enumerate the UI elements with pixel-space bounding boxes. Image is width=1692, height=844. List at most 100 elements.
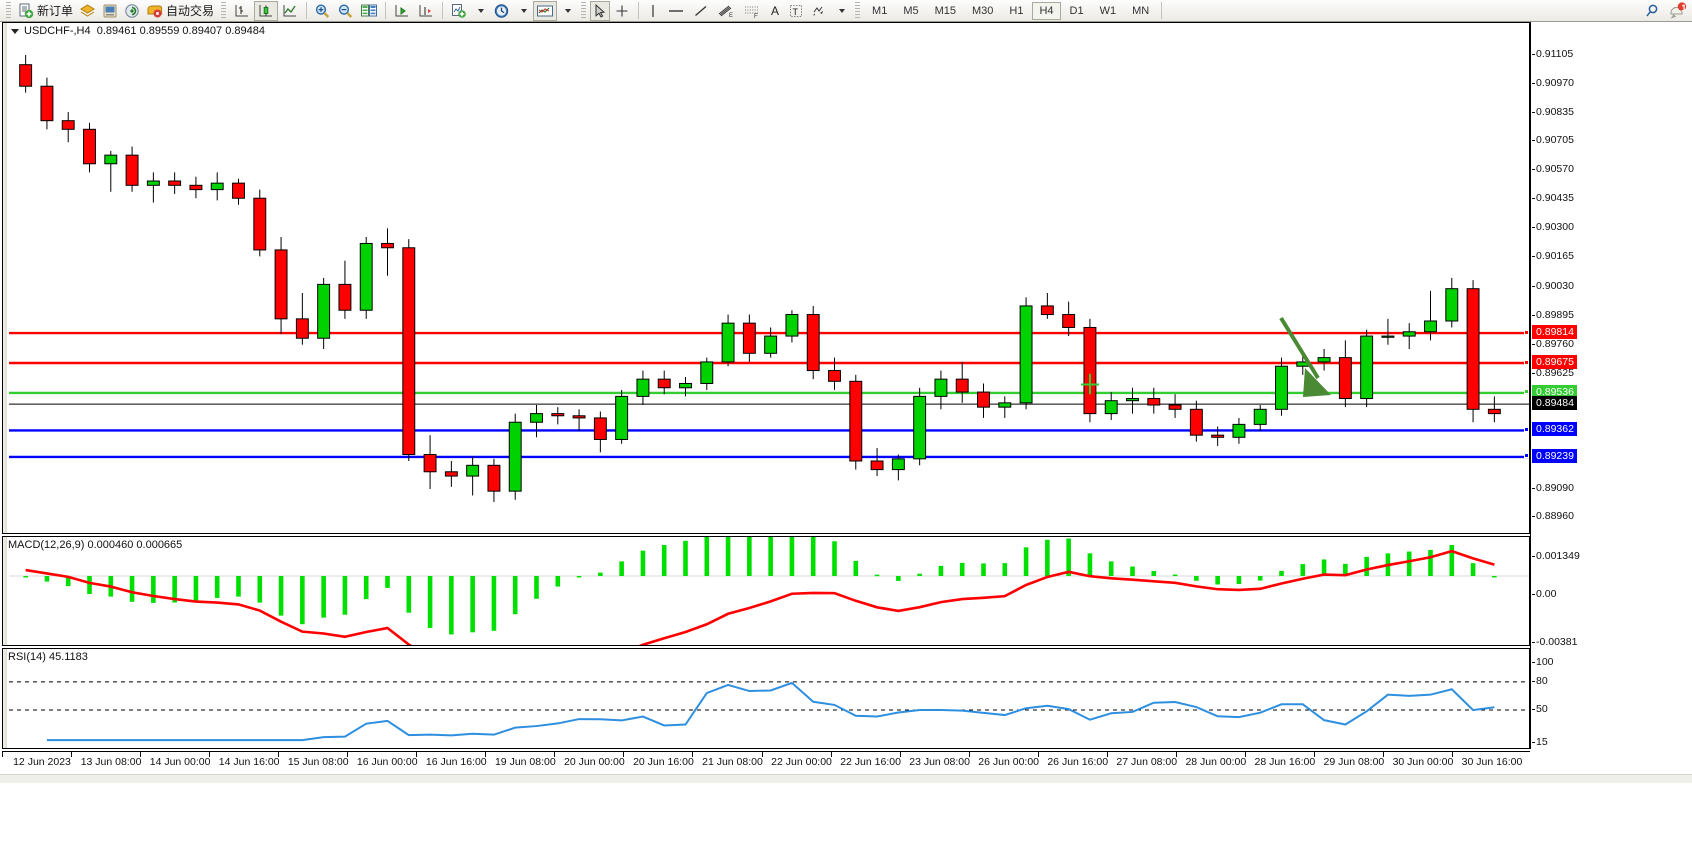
period-dropdown[interactable] <box>513 1 533 21</box>
time-tick-label: 12 Jun 2023 <box>13 756 71 768</box>
chart-menu-caret-icon[interactable] <box>11 28 19 34</box>
macd-panel[interactable]: MACD(12,26,9) 0.000460 0.000665 <box>2 536 1530 646</box>
time-tick-label: 27 Jun 08:00 <box>1116 756 1178 768</box>
price-chart-panel[interactable]: USDCHF-,H4 0.89461 0.89559 0.89407 0.894… <box>2 22 1530 534</box>
cursor-icon <box>595 3 606 18</box>
horizontal-line-tool-button[interactable] <box>663 1 689 21</box>
new-order-button[interactable]: 新订单 <box>15 1 76 21</box>
cursor-tool-button[interactable] <box>590 0 611 21</box>
rsi-panel[interactable]: RSI(14) 45.1183 <box>2 648 1530 749</box>
text-tool-label: A <box>771 3 780 18</box>
text-label-tool-button[interactable]: T <box>785 1 807 21</box>
timeframe-d1[interactable]: D1 <box>1069 4 1084 17</box>
scale-divider <box>1530 22 1531 749</box>
toolbar-grip-2[interactable] <box>221 2 227 19</box>
time-tick-mark <box>1037 752 1039 757</box>
timeframe-mn[interactable]: MN <box>1132 4 1150 17</box>
time-axis[interactable]: 12 Jun 2023 13 Jun 08:00 14 Jun 00:00 14 Ju… <box>2 751 1530 773</box>
candlestick-chart-button[interactable] <box>254 0 279 21</box>
toolbar-grip-4[interactable] <box>855 2 861 19</box>
time-tick-label: 15 Jun 08:00 <box>287 756 349 768</box>
templates-button[interactable] <box>533 0 558 21</box>
shapes-tool-button[interactable] <box>807 1 831 21</box>
notifications-button[interactable]: 1 <box>1664 1 1690 21</box>
time-tick-label: 22 Jun 00:00 <box>771 756 832 768</box>
level-handle-resistance-2[interactable] <box>1524 359 1529 365</box>
level-tag-support-blue-1[interactable]: 0.89362 <box>1532 422 1577 437</box>
time-tick-mark <box>899 752 901 757</box>
price-left-rail <box>3 23 7 533</box>
chart-shift-button[interactable] <box>390 1 414 21</box>
macd-scale[interactable]: 0.001349 0.00 -0.00381 <box>1531 536 1690 648</box>
time-tick-label: 19 Jun 08:00 <box>494 756 556 768</box>
toolbar-grip[interactable] <box>6 2 11 19</box>
equidistant-channel-button[interactable]: E <box>713 1 739 21</box>
zoom-in-icon <box>315 3 330 18</box>
zoom-in-button[interactable] <box>311 1 334 21</box>
layers-button[interactable] <box>76 1 99 21</box>
timeframe-m30[interactable]: M30 <box>972 4 994 17</box>
search-button[interactable] <box>1640 1 1664 21</box>
zoom-out-button[interactable] <box>334 1 357 21</box>
level-tag-support-blue-2[interactable]: 0.89239 <box>1532 448 1577 463</box>
trendline-tool-button[interactable] <box>689 1 713 21</box>
level-tag-current-price[interactable]: 0.89484 <box>1532 396 1577 411</box>
timeframe-m15[interactable]: M15 <box>934 4 956 17</box>
tile-windows-button[interactable] <box>357 1 381 21</box>
level-tag-resistance-2[interactable]: 0.89675 <box>1532 355 1577 369</box>
indicators-dropdown[interactable] <box>470 1 490 21</box>
timeframe-m1[interactable]: M1 <box>872 4 888 17</box>
svg-text:F: F <box>754 14 758 19</box>
time-tick-mark <box>1244 752 1246 757</box>
time-tick-mark <box>554 752 556 757</box>
price-candles-svg <box>9 55 1529 502</box>
toolbar-grip-3[interactable] <box>581 2 587 19</box>
templates-dropdown[interactable] <box>557 1 577 21</box>
level-handle-support-green[interactable] <box>1524 389 1529 395</box>
level-handle-resistance-1[interactable] <box>1524 329 1529 335</box>
level-handle-support-blue-1[interactable] <box>1524 426 1529 432</box>
signal-icon <box>125 3 139 18</box>
auto-scroll-button[interactable] <box>414 1 438 21</box>
svg-text:T: T <box>793 7 799 17</box>
market-watch-button[interactable] <box>121 1 143 21</box>
vertical-line-tool-button[interactable] <box>643 1 663 21</box>
timeframe-w1[interactable]: W1 <box>1099 4 1117 17</box>
zoom-out-icon <box>338 3 353 18</box>
price-tick: 0.90570 <box>1532 163 1574 176</box>
chart-workspace[interactable]: USDCHF-,H4 0.89461 0.89559 0.89407 0.894… <box>0 22 1692 844</box>
time-tick-label: 14 Jun 00:00 <box>149 756 211 768</box>
channel-icon: E <box>718 5 733 19</box>
timeframe-m5[interactable]: M5 <box>903 4 919 17</box>
fibonacci-tool-button[interactable]: F <box>739 1 765 21</box>
indicators-button[interactable] <box>447 1 470 21</box>
ohlc-open: 0.89461 <box>96 25 137 37</box>
rsi-left-rail <box>3 649 7 748</box>
down-arrow-annotation[interactable] <box>3 23 1529 533</box>
main-toolbar: 新订单 自动交易 <box>0 0 1692 22</box>
level-tag-support-green[interactable]: 0.89536 <box>1532 384 1577 399</box>
toolbar-separator-4 <box>638 2 640 19</box>
period-button[interactable] <box>490 1 513 21</box>
line-chart-button[interactable] <box>278 1 302 21</box>
timeframe-h4[interactable]: H4 <box>1032 1 1061 20</box>
autotrading-button[interactable]: 自动交易 <box>143 1 217 21</box>
symbol-info-bar[interactable]: USDCHF-,H4 0.89461 0.89559 0.89407 0.894… <box>11 25 265 37</box>
terminal-icon <box>103 4 117 17</box>
price-tick: 0.89625 <box>1532 366 1574 379</box>
shapes-dropdown[interactable] <box>831 1 851 21</box>
level-handle-support-blue-2[interactable] <box>1524 453 1529 459</box>
time-tick-label: 28 Jun 00:00 <box>1185 756 1247 768</box>
arrows-shapes-icon <box>813 6 824 15</box>
rsi-scale[interactable]: 100 80 50 15 <box>1532 648 1690 749</box>
crosshair-tool-button[interactable] <box>610 1 634 21</box>
bar-chart-button[interactable] <box>230 1 254 21</box>
terminal-button[interactable] <box>99 1 121 21</box>
bottom-scrollbar[interactable] <box>0 774 1692 783</box>
rsi-tick: 50 <box>1532 703 1548 716</box>
text-tool-button[interactable]: A <box>765 1 785 21</box>
level-tag-resistance-1[interactable]: 0.89814 <box>1532 325 1577 340</box>
price-tick: 0.91105 <box>1531 48 1574 60</box>
time-tick-label: 20 Jun 16:00 <box>633 756 694 768</box>
timeframe-h1[interactable]: H1 <box>1009 4 1024 17</box>
